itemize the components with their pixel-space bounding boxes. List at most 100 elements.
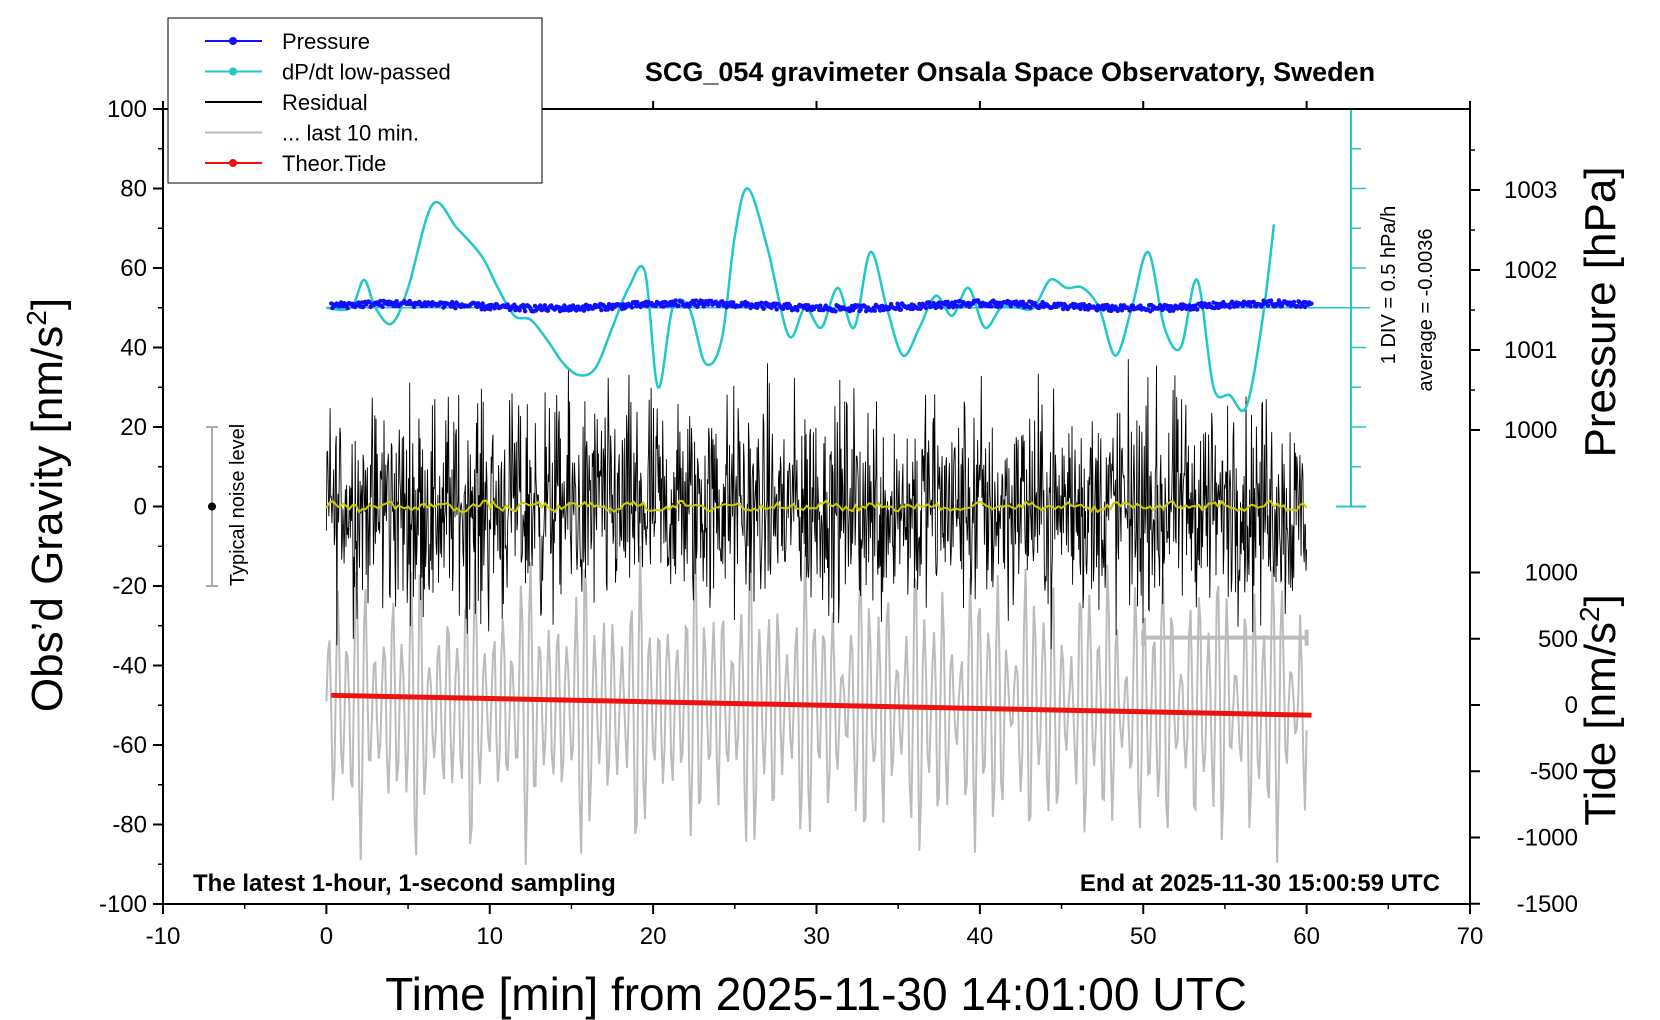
pressure-point (955, 304, 960, 309)
pressure-point (673, 298, 678, 303)
y-tick-label: 60 (120, 255, 147, 282)
theor-tide-line (331, 692, 1312, 718)
x-axis-label: Time [min] from 2025-11-30 14:01:00 UTC (385, 968, 1247, 1020)
x-tick-label: 60 (1293, 923, 1320, 950)
pressure-point (931, 300, 936, 306)
y-axis-label-left-sup: 2 (21, 310, 52, 326)
legend-label: Residual (282, 90, 368, 115)
y-tick-label: 40 (120, 335, 147, 362)
noise-bar-center (208, 502, 217, 511)
pressure-point (774, 307, 779, 312)
noise-label: Typical noise level (227, 424, 249, 586)
x-tick-label: 70 (1457, 923, 1484, 950)
chart-title: SCG_054 gravimeter Onsala Space Observat… (645, 57, 1375, 87)
y-tick-label: -80 (112, 812, 147, 839)
pressure-point (754, 305, 760, 310)
pressure-point (1227, 305, 1233, 310)
pressure-point (731, 300, 736, 305)
x-tick-label: 50 (1130, 923, 1157, 950)
legend-label: Theor.Tide (282, 151, 386, 176)
pressure-point (705, 302, 711, 307)
pressure-point (720, 299, 725, 304)
pressure-point (599, 307, 604, 313)
x-tick-label: 40 (967, 923, 994, 950)
pressure-point (1086, 307, 1091, 312)
legend-marker (229, 159, 237, 167)
pressure-point (759, 300, 764, 305)
pressure-point (621, 302, 626, 307)
pressure-point (676, 303, 681, 308)
pressure-point (629, 305, 635, 310)
pressure-point (378, 298, 383, 304)
y-tick-label: -100 (99, 891, 147, 918)
pressure-point (453, 306, 458, 311)
pressure-point (833, 309, 838, 314)
legend-label: dP/dt low-passed (282, 60, 451, 85)
pressure-tick-label: 1000 (1504, 417, 1557, 444)
pressure-series (329, 298, 1314, 314)
pressure-tick-label: 1001 (1504, 337, 1557, 364)
axis-ticks: -10 0 10 20 30 40 50 60 70-100-80-60-40-20020406… (99, 96, 1578, 950)
tide-tick-label: -1500 (1517, 891, 1578, 918)
pressure-point (679, 299, 685, 304)
y-axis-label-left-end: ] (23, 298, 72, 310)
legend-marker (229, 37, 237, 45)
y-tick-label: -20 (112, 573, 147, 600)
pressure-point (1265, 303, 1271, 308)
x-tick-label: 0 (320, 923, 333, 950)
x-tick-label: 20 (640, 923, 667, 950)
pressure-point (517, 308, 522, 313)
pressure-point (896, 304, 901, 309)
pressure-point (492, 306, 497, 311)
y-tick-label: 80 (120, 176, 147, 203)
legend-label: ... last 10 min. (282, 121, 419, 146)
y-tick-label: 0 (134, 494, 147, 521)
scale-markers (206, 108, 1366, 646)
pressure-point (1251, 299, 1257, 305)
pressure-point (562, 303, 567, 308)
pressure-point (1020, 299, 1026, 304)
annotation-bottom-left: The latest 1-hour, 1-second sampling (193, 870, 616, 897)
pressure-point (989, 304, 994, 309)
pressure-point (878, 308, 883, 313)
pressure-point (1291, 299, 1297, 305)
annotation-div-scale: 1 DIV = 0.5 hPa/h (1378, 206, 1400, 364)
residual-series (325, 359, 1308, 650)
pressure-tick-label: 1003 (1504, 177, 1557, 204)
pressure-point (545, 308, 551, 313)
pressure-point (702, 302, 708, 307)
pressure-point (1214, 301, 1220, 306)
pressure-point (795, 308, 800, 313)
pressure-point (700, 299, 705, 304)
pressure-point (1302, 304, 1308, 310)
residual-smooth-series (325, 499, 1308, 514)
theor-tide-series (331, 692, 1312, 718)
y-tick-label: -40 (112, 653, 147, 680)
pressure-point (574, 308, 579, 313)
pressure-point (1187, 303, 1192, 308)
legend-marker (229, 67, 237, 76)
pressure-point (440, 300, 445, 305)
pressure-point (923, 305, 929, 311)
y-tick-label: 100 (107, 96, 147, 123)
pressure-point (781, 306, 786, 311)
pressure-point (522, 309, 528, 314)
legend: Pressure dP/dt low-passed Residual ... last… (167, 17, 543, 184)
pressure-point (671, 303, 676, 308)
pressure-point (761, 306, 766, 311)
pressure-point (1211, 300, 1216, 305)
y-tick-label: -60 (112, 732, 147, 759)
pressure-point (872, 308, 877, 313)
pressure-point (380, 304, 385, 309)
pressure-point (367, 299, 372, 305)
y-axis-label-pressure: Pressure [hPa] (1576, 166, 1625, 457)
y-axis-label-tide-end: ] (1576, 594, 1625, 606)
pressure-point (488, 307, 493, 312)
tide-tick-label: 1000 (1525, 560, 1578, 587)
pressure-point (1061, 306, 1066, 312)
y-axis-label-left: Obs’d Gravity [nm/s2] (21, 298, 72, 712)
tide-tick-label: -1000 (1517, 825, 1578, 852)
pressure-point (542, 303, 547, 308)
tide-tick-label: 500 (1538, 626, 1578, 653)
